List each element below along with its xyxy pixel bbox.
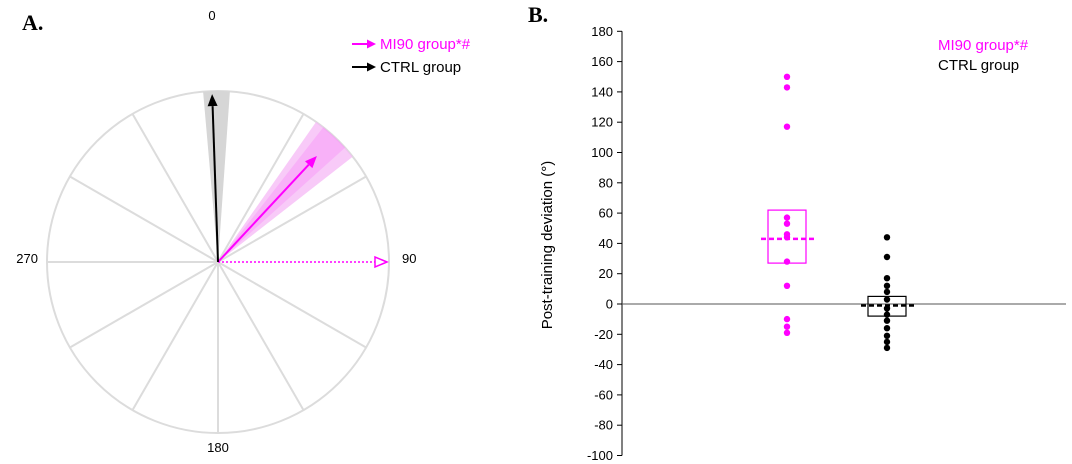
polar-spoke-330: [131, 113, 219, 263]
data-point-ctrl: [883, 332, 891, 339]
polar-spoke-120: [217, 261, 367, 349]
y-tick-label: 100: [591, 145, 613, 160]
legend-b-label-ctrl: CTRL group: [938, 57, 1019, 74]
polar-bands: [203, 91, 353, 263]
angle-label-270: 270: [16, 251, 38, 266]
y-tick-label: -40: [594, 357, 613, 372]
box-layer: [761, 209, 915, 317]
y-tick-label: -20: [594, 327, 613, 342]
data-point-mi90: [783, 84, 791, 91]
angle-label-90: 90: [402, 251, 416, 266]
y-tick-label: 140: [591, 84, 613, 99]
data-point-ctrl: [883, 282, 891, 289]
data-point-ctrl: [883, 253, 891, 261]
polar-arrows: [207, 94, 389, 269]
data-point-mi90: [783, 329, 791, 336]
data-point-mi90: [783, 234, 791, 241]
angle-label-0: 0: [208, 8, 215, 23]
data-point-ctrl: [883, 234, 891, 241]
data-point-mi90: [783, 123, 791, 130]
panel-a-legend: MI90 group*# CTRL group: [352, 36, 471, 76]
panel-b-scatter-chart: B. Post-training deviation (°) -100 -80 -6…: [528, 2, 1066, 463]
y-tick-label: 160: [591, 54, 613, 69]
data-point-mi90: [783, 323, 791, 330]
y-tick-label: -80: [594, 418, 613, 433]
data-point-mi90: [783, 220, 791, 227]
angle-label-180: 180: [207, 440, 229, 455]
legend-b-label-mi90: MI90 group*#: [938, 37, 1029, 54]
polar-spokes: [47, 113, 367, 433]
legend-label-ctrl: CTRL group: [380, 59, 461, 76]
panel-a-label: A.: [22, 10, 43, 35]
data-point-mi90: [783, 315, 791, 323]
data-point-ctrl: [883, 275, 891, 282]
polar-band-ctrl: [203, 91, 230, 262]
panel-b-label: B.: [528, 2, 548, 27]
y-tick-label: -60: [594, 387, 613, 402]
panel-a-polar-chart: A. 0 90 180 270 MI90 group*# CTRL group: [16, 8, 470, 455]
data-point-ctrl: [883, 317, 891, 324]
y-tick-label: 80: [599, 175, 613, 190]
legend-arrow-mi90: [352, 39, 376, 49]
panel-b-legend: MI90 group*# CTRL group: [938, 37, 1029, 74]
polar-spoke-210: [131, 261, 219, 411]
y-tick-label: 60: [599, 206, 613, 221]
legend-label-mi90: MI90 group*#: [380, 36, 471, 53]
data-point-ctrl: [883, 311, 891, 318]
data-point-ctrl: [883, 288, 891, 296]
legend-arrow-ctrl: [352, 62, 376, 72]
data-point-mi90: [783, 258, 791, 265]
target-arrow-head: [374, 255, 389, 269]
y-tick-label: 180: [591, 24, 613, 39]
polar-outer-circle: [46, 90, 390, 434]
data-point-ctrl: [883, 338, 891, 346]
polar-spoke-60: [217, 175, 367, 263]
dot-layer: [783, 73, 891, 352]
polar-spoke-240: [69, 261, 219, 349]
mean-arrow-head-ctrl: [207, 94, 218, 107]
polar-spoke-30: [217, 113, 305, 263]
data-point-ctrl: [883, 325, 891, 332]
y-tick-label: 20: [599, 266, 613, 281]
polar-spoke-300: [69, 175, 219, 263]
data-point-mi90: [783, 282, 791, 289]
y-tick-label: -100: [587, 448, 613, 463]
mean-arrow-head-mi90: [305, 156, 317, 169]
data-point-ctrl: [883, 305, 891, 312]
data-point-ctrl: [883, 344, 891, 352]
y-tick-label: 120: [591, 115, 613, 130]
y-tick-label: 0: [606, 297, 613, 312]
y-tick-label: 40: [599, 236, 613, 251]
mean-arrow-line-ctrl: [211, 106, 219, 263]
data-point-ctrl: [883, 296, 891, 303]
polar-spoke-150: [217, 261, 305, 411]
mean-arrow-line-mi90: [217, 164, 310, 263]
y-axis-title: Post-training deviation (°): [539, 161, 556, 330]
data-point-mi90: [783, 214, 791, 221]
data-point-mi90: [783, 73, 791, 81]
y-axis-ticks: -100 -80 -60 -40 -20 0 20 40 60 80 100 120 140 160 180: [587, 24, 622, 463]
